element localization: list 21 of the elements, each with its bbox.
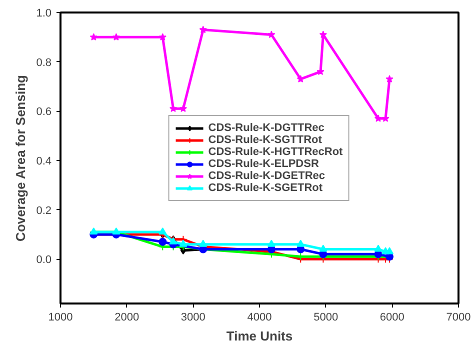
y-tick-label: 0.2: [36, 204, 52, 217]
y-tick-label: 0.6: [36, 106, 52, 118]
y-tick-label: 1.0: [36, 8, 52, 20]
x-tick-label: 2000: [114, 312, 140, 324]
legend-label: CDS-Rule-K-DGTTRec: [208, 122, 324, 134]
y-tick-label: 0.0: [36, 254, 52, 266]
legend-label: CDS-Rule-K-HGTTRecRot: [208, 146, 343, 158]
x-tick-label: 7000: [446, 312, 471, 324]
legend-label: CDS-Rule-K-SGETRot: [208, 182, 323, 194]
x-tick-label: 5000: [314, 312, 338, 324]
x-tick-label: 6000: [380, 312, 404, 324]
legend-label: CDS-Rule-K-ELPDSR: [208, 158, 319, 170]
y-tick-label: 0.4: [36, 155, 52, 168]
x-axis-title: Time Units: [226, 328, 293, 344]
x-tick-label: 4000: [247, 312, 272, 324]
y-axis-title: Coverage Area for Sensing: [13, 74, 28, 242]
legend-label: CDS-Rule-K-SGTTRot: [208, 134, 322, 146]
x-tick-label: 1000: [48, 312, 73, 324]
x-tick-label: 3000: [180, 312, 206, 324]
legend-label: CDS-Rule-K-DGETRec: [208, 170, 326, 182]
y-tick-label: 0.8: [36, 56, 52, 69]
